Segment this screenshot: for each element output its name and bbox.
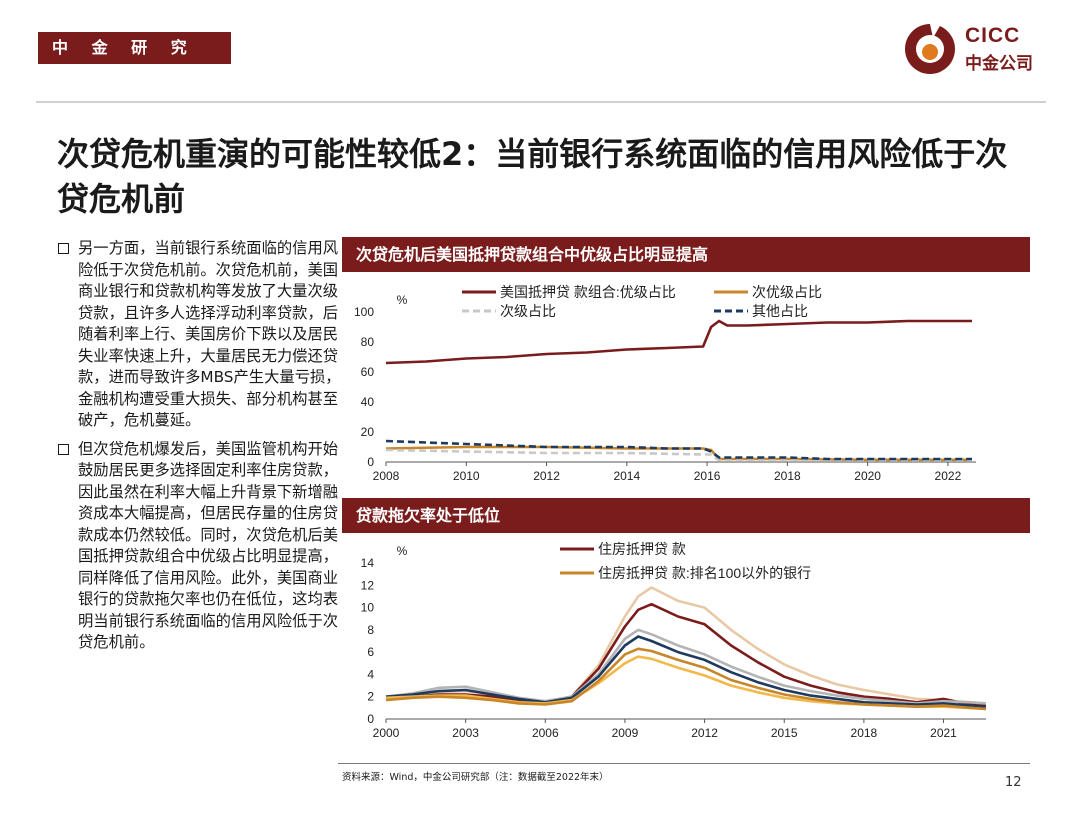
bullet-text: 但次贷危机爆发后，美国监管机构开始鼓励居民更多选择固定利率住房贷款，因此虽然在利… [78,439,339,652]
y-tick-label: 0 [367,712,374,726]
y-unit-label: % [397,544,408,558]
cicc-logo-icon [905,24,955,74]
y-tick-label: 4 [367,667,374,681]
x-tick-label: 2012 [533,469,560,483]
legend-label: 住房抵押贷 款:排名100以外的银行 [598,565,811,581]
page-number: 12 [1005,775,1022,790]
y-tick-label: 100 [354,305,374,319]
bullet-item: 另一方面，当前银行系统面临的信用风险低于次贷危机前。次贷危机前，美国商业银行和贷… [58,238,344,432]
legend-label: 次级占比 [500,303,556,319]
chart-delinquency: 0 2 4 6 8 10 12 14 2000 2003 2006 2009 2012 2015 2018 2… [361,541,987,740]
y-tick-label: 2 [367,690,374,704]
bullet-text: 另一方面，当前银行系统面临的信用风险低于次贷危机前。次贷危机前，美国商业银行和贷… [78,239,341,429]
series-line-1 [385,586,987,705]
y-tick-label: 40 [361,395,375,409]
department-banner: 中 金 研 究 部 [38,32,231,89]
series-line-4 [385,439,972,461]
y-tick-label: 20 [361,425,375,439]
x-tick-label: 2018 [774,469,801,483]
series-line-6 [385,647,987,711]
x-tick-label: 2021 [930,726,957,740]
chart-prime-share: 0 20 40 60 80 100 2008 2010 2012 2014 2016 2018 2020… [354,284,976,483]
chart2-title: 贷款拖欠率处于低位 [342,498,1030,533]
page-title: 次贷危机重演的可能性较低2：当前银行系统面临的信用风险低于次贷危机前 [57,135,1008,218]
x-tick-label: 2000 [373,726,400,740]
x-tick-label: 2003 [452,726,479,740]
bullet-list: 另一方面，当前银行系统面临的信用风险低于次贷危机前。次贷危机前，美国商业银行和贷… [58,238,344,661]
cicc-logo: CICC 中金公司 [903,20,1053,80]
logo-chinese: 中金公司 [965,54,1033,74]
x-tick-label: 2018 [851,726,878,740]
x-tick-label: 2015 [771,726,798,740]
legend-label: 住房抵押贷 款 [598,541,686,557]
source-note: 资料来源：Wind，中金公司研究部（注：数据截至2022年末） [342,772,609,783]
legend-label: 美国抵押贷 款组合:优级占比 [500,284,676,300]
series-line-4 [385,635,987,708]
chart1-title: 次贷危机后美国抵押贷款组合中优级占比明显提高 [342,237,1030,272]
y-tick-label: 0 [367,455,374,469]
series-line-3 [385,448,972,462]
header-divider [36,101,1046,103]
y-tick-label: 8 [367,623,374,637]
x-tick-label: 2008 [373,469,400,483]
y-tick-label: 10 [361,601,375,615]
x-tick-label: 2006 [532,726,559,740]
x-tick-label: 2020 [854,469,881,483]
y-tick-label: 12 [361,578,375,592]
legend-label: 次优级占比 [752,284,822,300]
series-line-1 [385,319,972,365]
x-tick-label: 2016 [694,469,721,483]
x-tick-label: 2012 [691,726,718,740]
y-tick-label: 80 [361,335,375,349]
series-line-3 [385,628,987,705]
square-bullet-icon [58,443,69,455]
square-bullet-icon [58,243,69,254]
series-line-2 [385,602,986,706]
bullet-item: 但次贷危机爆发后，美国监管机构开始鼓励居民更多选择固定利率住房贷款，因此虽然在利… [58,439,344,654]
y-tick-label: 60 [361,365,375,379]
x-tick-label: 2014 [613,469,640,483]
source-divider [338,763,1030,764]
y-unit-label: % [397,293,408,307]
logo-english: CICC [965,24,1021,47]
y-tick-label: 14 [361,556,375,570]
x-tick-label: 2010 [453,469,480,483]
x-tick-label: 2022 [935,469,962,483]
y-tick-label: 6 [367,645,374,659]
legend-label: 其他占比 [752,303,808,319]
x-tick-label: 2009 [612,726,639,740]
